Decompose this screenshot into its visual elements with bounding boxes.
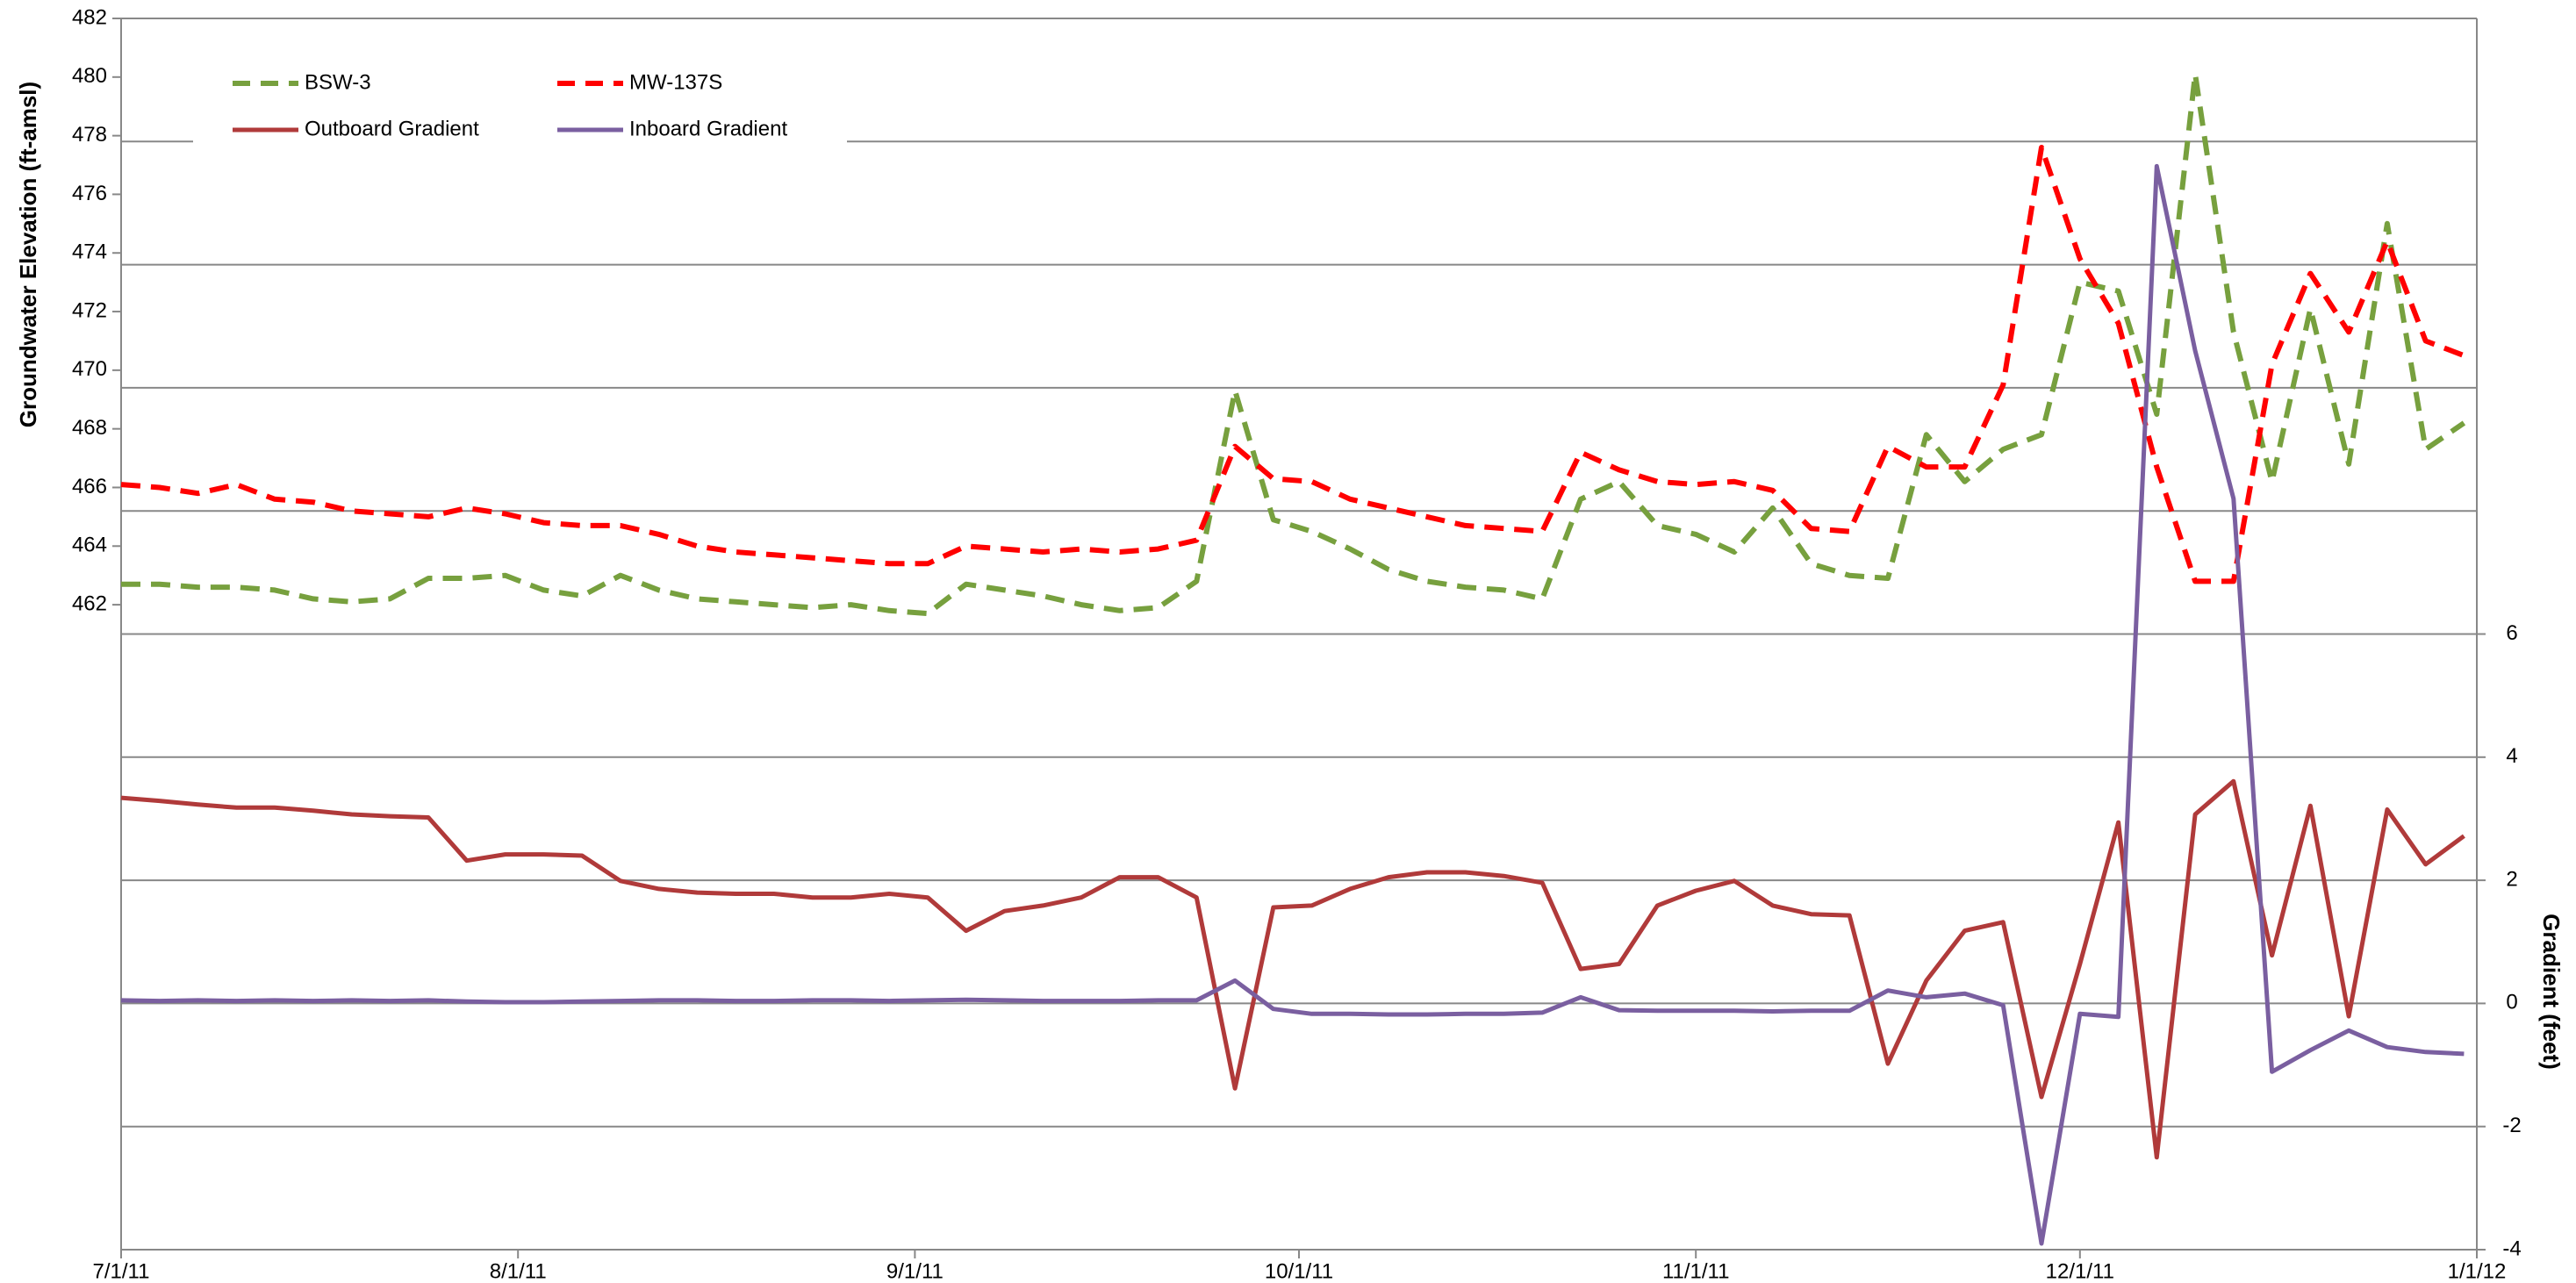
series-line [120,145,2465,584]
series-line [120,163,2465,1246]
y2-axis-title: Gradient (feet) [2538,914,2565,1070]
y-tick-label: 470 [72,357,107,381]
y-tick-label: 476 [72,182,107,205]
x-tick-label: 8/1/11 [490,1259,547,1283]
x-tick-label: 9/1/11 [886,1259,944,1283]
legend-label: MW-137S [629,70,722,94]
y-tick-label: 472 [72,298,107,322]
y-tick-label: 482 [72,5,107,29]
series-line [120,778,2465,1160]
legend-label: Inboard Gradient [629,117,787,140]
y-tick-label: 480 [72,64,107,88]
x-tick-label: 1/1/12 [2448,1259,2507,1283]
y2-tick-label: 6 [2506,621,2517,645]
y-tick-label: 462 [72,591,107,615]
y-tick-label: 468 [72,416,107,440]
y2-tick-label: -2 [2502,1114,2521,1137]
x-tick-label: 11/1/11 [1662,1259,1730,1283]
x-tick-label: 7/1/11 [93,1259,150,1283]
y2-tick-label: 4 [2506,744,2517,768]
y2-tick-label: -4 [2502,1236,2521,1260]
y2-tick-label: 0 [2506,991,2517,1014]
y2-tick-label: 2 [2506,867,2517,891]
series-line [121,71,2466,617]
legend-box [193,54,847,146]
y-tick-label: 478 [72,123,107,147]
y-tick-label: 474 [72,240,107,264]
x-tick-label: 12/1/11 [2046,1259,2114,1283]
legend-label: Outboard Gradient [305,117,479,140]
x-tick-label: 10/1/11 [1265,1259,1333,1283]
y-tick-label: 464 [72,534,107,557]
y-tick-label: 466 [72,475,107,498]
legend-label: BSW-3 [305,70,371,94]
y-axis-title: Groundwater Elevation (ft-amsl) [15,82,41,427]
